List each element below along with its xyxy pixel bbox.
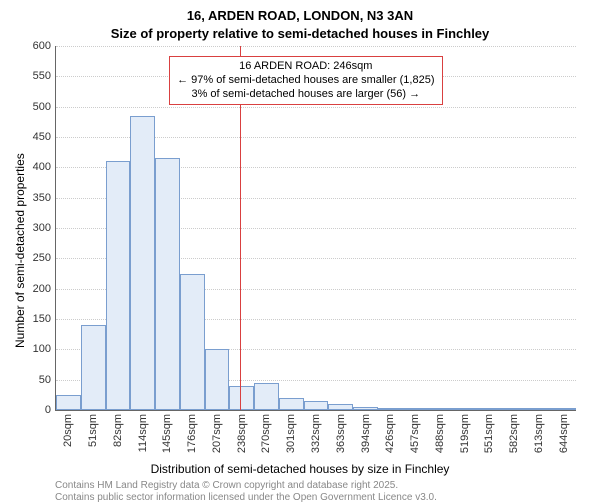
bar: [452, 408, 477, 410]
x-tick-label: 488sqm: [434, 414, 446, 453]
y-tick-label: 50: [39, 374, 56, 386]
plot-area: 05010015020025030035040045050055060020sq…: [55, 46, 576, 411]
y-tick-label: 250: [33, 252, 56, 264]
annotation-line: 16 ARDEN ROAD: 246sqm: [177, 60, 434, 74]
y-tick-label: 200: [33, 283, 56, 295]
bar: [81, 325, 106, 410]
bar: [353, 407, 378, 410]
x-tick-label: 613sqm: [533, 414, 545, 453]
bar: [205, 349, 230, 410]
x-tick-label: 582sqm: [508, 414, 520, 453]
bar: [502, 408, 527, 410]
bar: [56, 395, 81, 410]
bar: [155, 158, 180, 410]
y-axis-label: Number of semi-detached properties: [13, 153, 27, 348]
x-tick-label: 238sqm: [236, 414, 248, 453]
gridline: [56, 46, 576, 47]
x-axis-label: Distribution of semi-detached houses by …: [0, 462, 600, 476]
x-tick-label: 20sqm: [62, 414, 74, 447]
x-tick-label: 551sqm: [483, 414, 495, 453]
x-tick-label: 519sqm: [459, 414, 471, 453]
footnote-line1: Contains HM Land Registry data © Crown c…: [55, 480, 398, 491]
x-tick-label: 644sqm: [558, 414, 570, 453]
gridline: [56, 107, 576, 108]
y-tick-label: 550: [33, 70, 56, 82]
bar: [477, 408, 502, 410]
annotation-line: 3% of semi-detached houses are larger (5…: [177, 88, 434, 102]
y-tick-label: 150: [33, 313, 56, 325]
x-tick-label: 394sqm: [360, 414, 372, 453]
bar: [229, 386, 254, 410]
bar: [526, 408, 551, 410]
bar: [304, 401, 329, 410]
y-tick-label: 350: [33, 192, 56, 204]
x-tick-label: 82sqm: [112, 414, 124, 447]
bar: [427, 408, 452, 410]
y-tick-label: 0: [45, 404, 56, 416]
y-tick-label: 450: [33, 131, 56, 143]
bar: [378, 408, 403, 410]
y-tick-label: 300: [33, 222, 56, 234]
bar: [254, 383, 279, 410]
x-tick-label: 176sqm: [186, 414, 198, 453]
x-tick-label: 457sqm: [409, 414, 421, 453]
y-tick-label: 100: [33, 343, 56, 355]
bar: [130, 116, 155, 410]
x-tick-label: 332sqm: [310, 414, 322, 453]
bar: [180, 274, 205, 411]
y-tick-label: 500: [33, 101, 56, 113]
x-tick-label: 207sqm: [211, 414, 223, 453]
bar: [403, 408, 428, 410]
annotation-box: 16 ARDEN ROAD: 246sqm← 97% of semi-detac…: [169, 56, 442, 105]
bar: [279, 398, 304, 410]
bar: [106, 161, 131, 410]
footnote-line2: Contains public sector information licen…: [55, 492, 437, 503]
y-tick-label: 600: [33, 40, 56, 52]
annotation-line: ← 97% of semi-detached houses are smalle…: [177, 74, 434, 88]
x-tick-label: 363sqm: [335, 414, 347, 453]
y-tick-label: 400: [33, 161, 56, 173]
x-tick-label: 270sqm: [260, 414, 272, 453]
x-tick-label: 301sqm: [285, 414, 297, 453]
chart-title-line2: Size of property relative to semi-detach…: [0, 26, 600, 41]
x-tick-label: 114sqm: [137, 414, 149, 452]
bar: [328, 404, 353, 410]
bar: [551, 408, 576, 410]
x-tick-label: 426sqm: [384, 414, 396, 453]
chart-title-line1: 16, ARDEN ROAD, LONDON, N3 3AN: [0, 8, 600, 23]
x-tick-label: 145sqm: [161, 414, 173, 453]
chart-container: 16, ARDEN ROAD, LONDON, N3 3AN Size of p…: [0, 0, 600, 500]
x-tick-label: 51sqm: [87, 414, 99, 447]
